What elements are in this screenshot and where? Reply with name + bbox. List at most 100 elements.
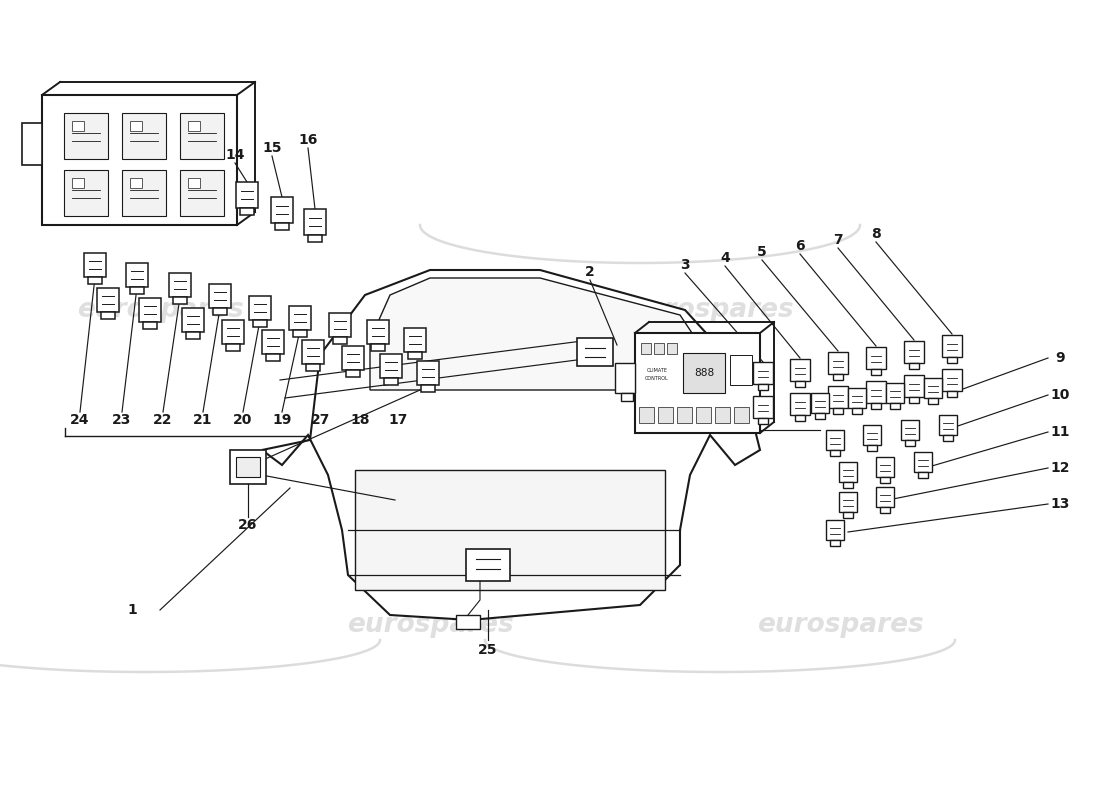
Bar [795, 381, 805, 387]
Bar [88, 277, 102, 284]
Text: 24: 24 [70, 413, 90, 427]
Bar [169, 273, 191, 297]
Bar [466, 549, 510, 581]
Bar [871, 369, 881, 375]
Bar [942, 369, 962, 391]
Text: 4: 4 [720, 251, 730, 265]
Bar [384, 378, 398, 385]
Bar [126, 263, 148, 287]
Bar [84, 253, 106, 277]
Bar [308, 235, 322, 242]
Bar [696, 407, 711, 423]
Bar [676, 407, 692, 423]
Bar [734, 407, 749, 423]
Bar [654, 343, 664, 354]
Bar [942, 335, 962, 357]
Bar [130, 178, 142, 188]
Bar [97, 288, 119, 312]
Bar [918, 472, 928, 478]
Bar [635, 333, 760, 433]
Bar [839, 462, 857, 482]
Bar [826, 430, 844, 450]
Bar [72, 121, 84, 131]
Text: 8: 8 [871, 227, 881, 241]
Bar [615, 363, 635, 393]
Bar [182, 308, 204, 332]
Bar [947, 357, 957, 363]
Text: 19: 19 [273, 413, 292, 427]
Bar [826, 520, 844, 540]
Bar [843, 512, 852, 518]
Text: 5: 5 [757, 245, 767, 259]
Text: 10: 10 [1050, 388, 1069, 402]
Bar [758, 418, 768, 424]
Bar [122, 113, 166, 159]
Text: 7: 7 [833, 233, 843, 247]
Bar [64, 170, 108, 216]
Bar [754, 396, 773, 418]
Bar [226, 344, 240, 351]
Bar [304, 209, 326, 235]
Bar [249, 296, 271, 320]
Text: 21: 21 [194, 413, 212, 427]
Bar [275, 223, 289, 230]
Bar [939, 415, 957, 435]
Text: 14: 14 [226, 148, 244, 162]
Bar [230, 450, 266, 484]
Bar [864, 425, 881, 445]
Bar [306, 364, 320, 371]
Bar [886, 383, 904, 403]
Bar [871, 403, 881, 409]
Text: eurospares: eurospares [627, 297, 793, 323]
Text: 9: 9 [1055, 351, 1065, 365]
Bar [302, 340, 324, 364]
Bar [186, 332, 200, 339]
Text: 13: 13 [1050, 497, 1069, 511]
Bar [852, 408, 862, 414]
Bar [641, 343, 651, 354]
Bar [333, 337, 346, 344]
Text: 1: 1 [128, 603, 136, 617]
Bar [811, 393, 829, 413]
Text: 18: 18 [350, 413, 370, 427]
Bar [815, 413, 825, 419]
Bar [408, 352, 422, 359]
Bar [371, 344, 385, 351]
Bar [379, 354, 401, 378]
Bar [867, 445, 877, 451]
Bar [904, 341, 924, 363]
Polygon shape [262, 270, 760, 620]
Bar [667, 343, 676, 354]
Bar [904, 375, 924, 397]
Bar [866, 347, 886, 369]
Text: CLIMATE: CLIMATE [647, 369, 668, 374]
Bar [346, 370, 360, 377]
Text: 20: 20 [233, 413, 253, 427]
Bar [621, 393, 632, 401]
Text: 16: 16 [298, 133, 318, 147]
Bar [790, 393, 810, 415]
Bar [848, 388, 866, 408]
Text: 888: 888 [694, 368, 714, 378]
Text: 25: 25 [478, 643, 497, 657]
Bar [271, 197, 293, 223]
Bar [209, 284, 231, 308]
Bar [715, 407, 730, 423]
Bar [42, 95, 236, 225]
Bar [683, 353, 725, 393]
Bar [262, 330, 284, 354]
Bar [843, 482, 852, 488]
Bar [876, 487, 894, 507]
Bar [758, 384, 768, 390]
Bar [139, 298, 161, 322]
Bar [947, 391, 957, 397]
Bar [253, 320, 267, 327]
Bar [914, 452, 932, 472]
Bar [213, 308, 227, 315]
Bar [130, 287, 144, 294]
Bar [880, 477, 890, 483]
Text: 22: 22 [153, 413, 173, 427]
Bar [293, 330, 307, 337]
Bar [790, 359, 810, 381]
Bar [130, 121, 142, 131]
